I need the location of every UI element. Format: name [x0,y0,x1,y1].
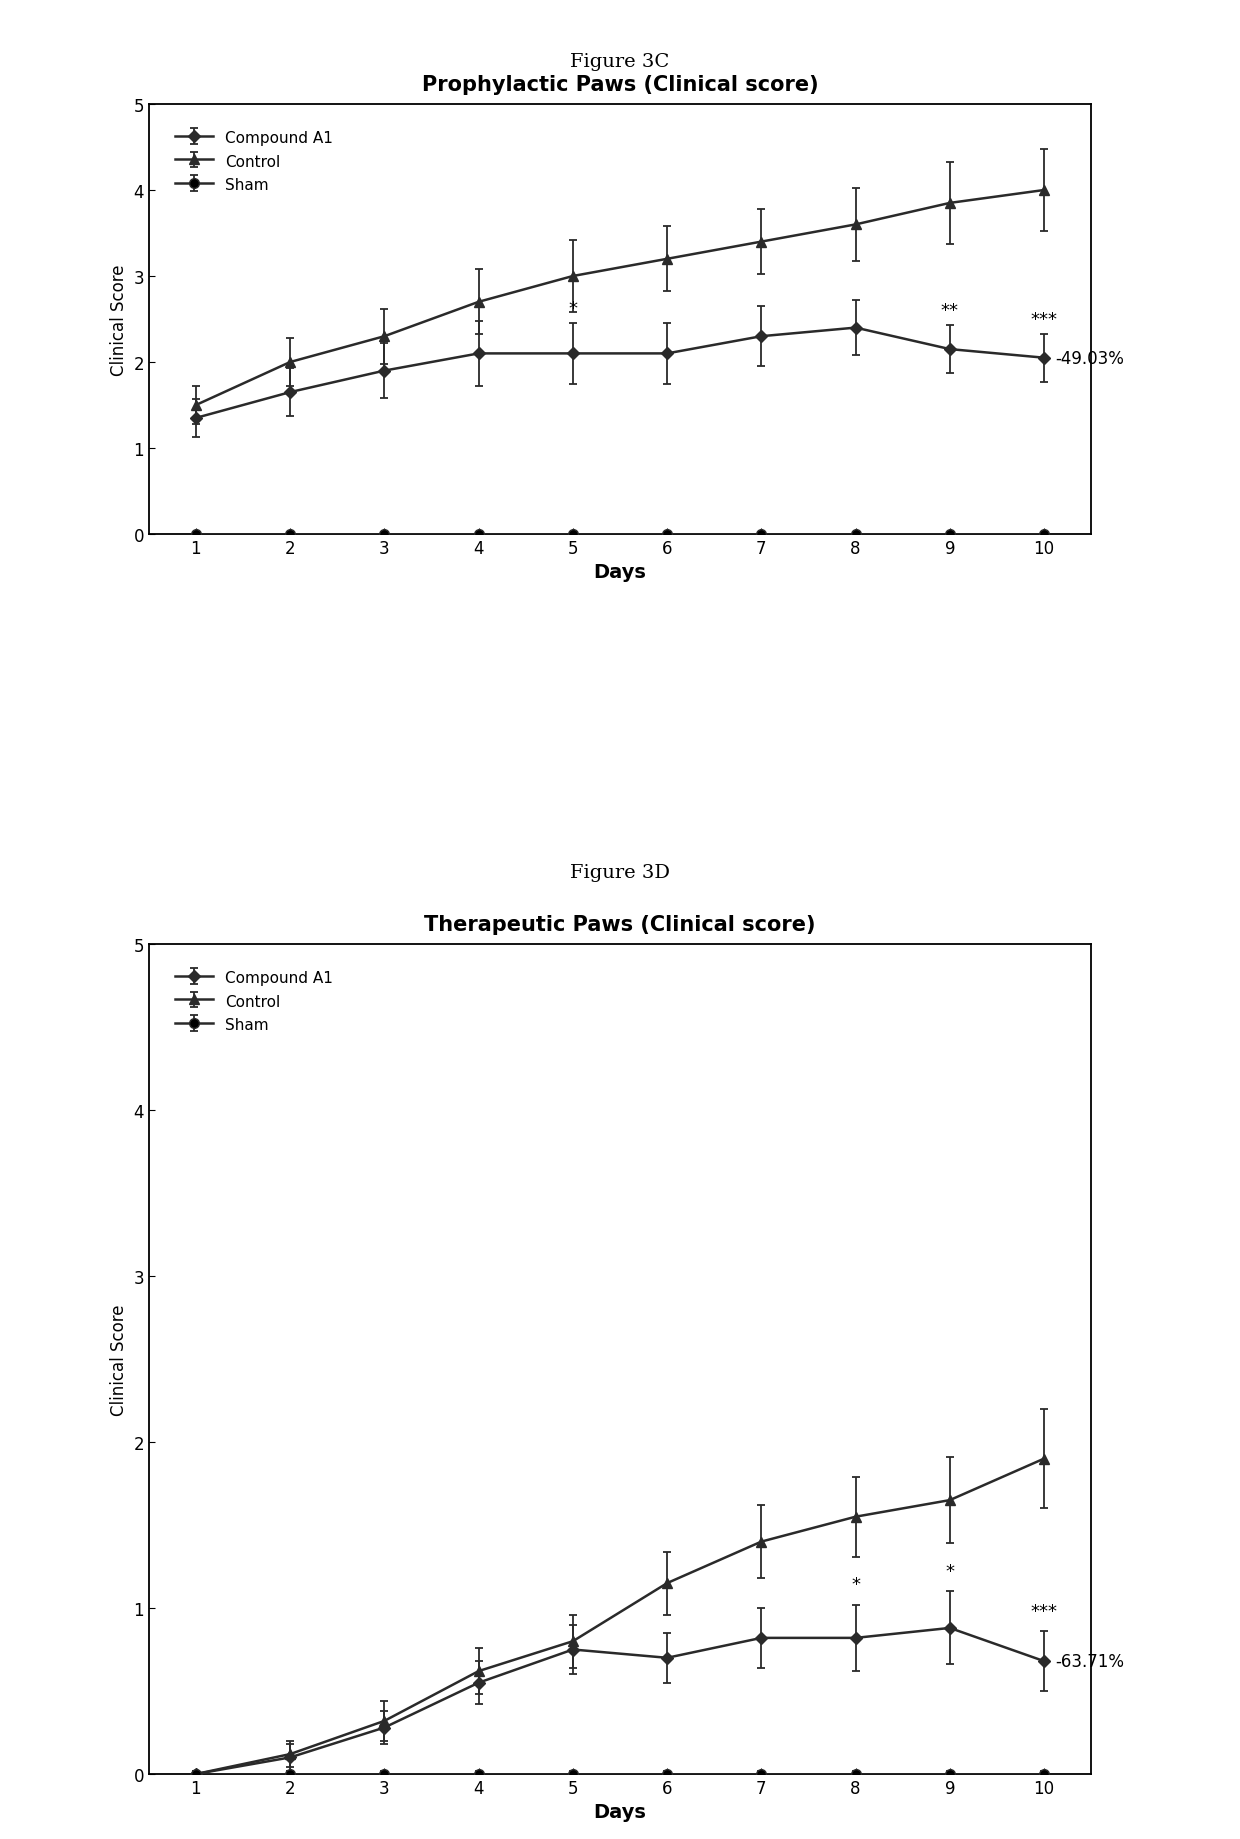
Y-axis label: Clinical Score: Clinical Score [110,265,128,375]
Text: -49.03%: -49.03% [1055,349,1125,368]
X-axis label: Days: Days [594,563,646,583]
Text: ***: *** [1030,1602,1058,1620]
Text: **: ** [941,302,959,320]
Text: Figure 3C: Figure 3C [570,53,670,72]
Text: Figure 3D: Figure 3D [570,864,670,881]
Text: *: * [945,1561,955,1580]
Legend: Compound A1, Control, Sham: Compound A1, Control, Sham [167,964,341,1041]
Text: -63.71%: -63.71% [1055,1651,1125,1670]
X-axis label: Days: Days [594,1802,646,1821]
Text: *: * [568,300,578,318]
Legend: Compound A1, Control, Sham: Compound A1, Control, Sham [167,123,341,200]
Text: ***: *** [1030,311,1058,329]
Y-axis label: Clinical Score: Clinical Score [110,1304,128,1414]
Text: *: * [851,1576,861,1593]
Title: Therapeutic Paws (Clinical score): Therapeutic Paws (Clinical score) [424,914,816,934]
Title: Prophylactic Paws (Clinical score): Prophylactic Paws (Clinical score) [422,75,818,96]
